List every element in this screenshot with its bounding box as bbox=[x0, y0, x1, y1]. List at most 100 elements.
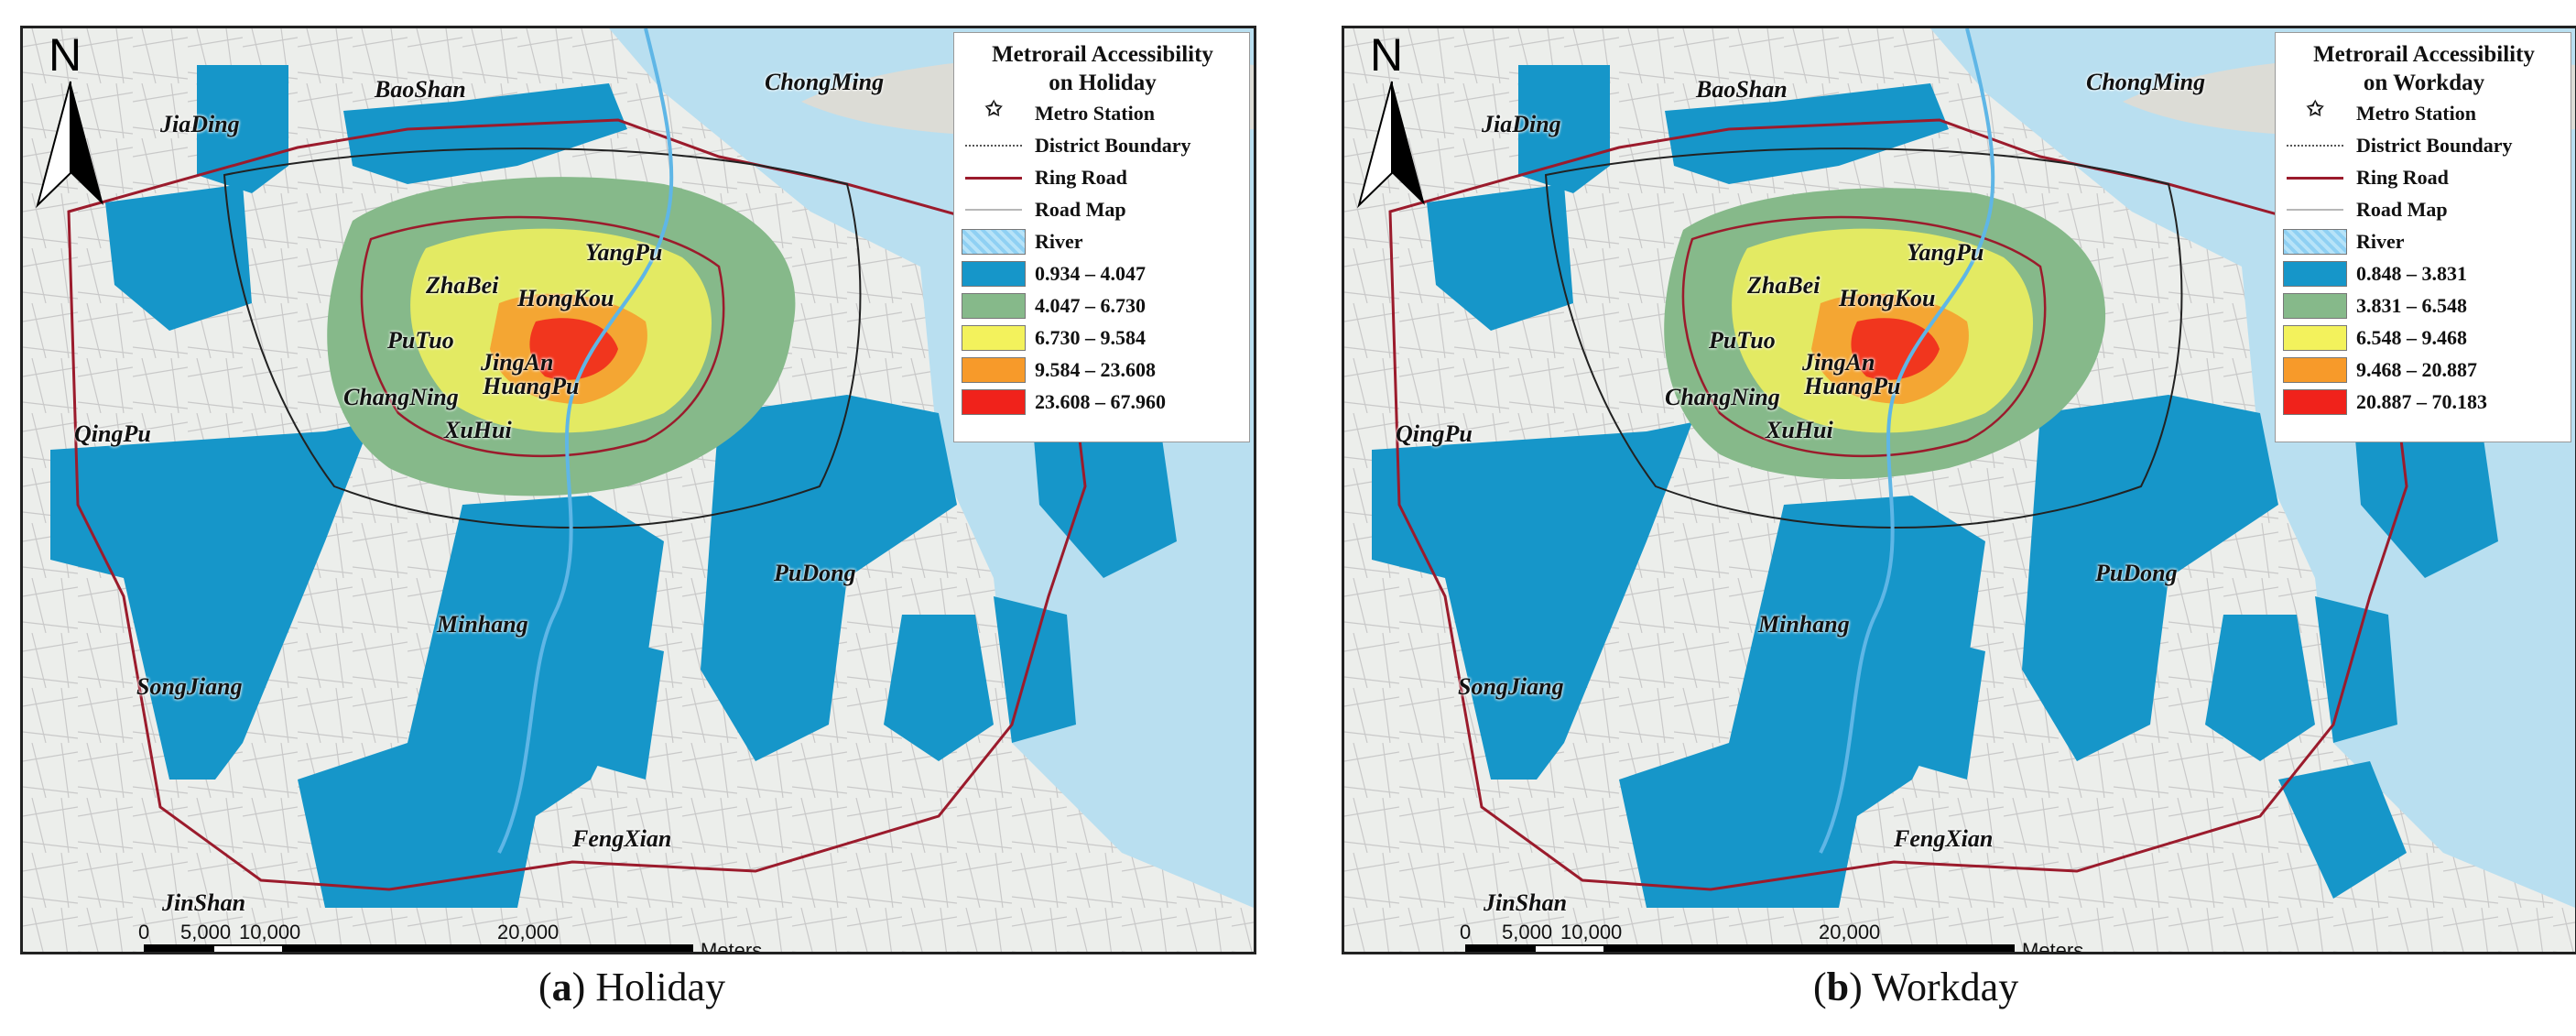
legend-label: River bbox=[1035, 229, 1083, 253]
label-jiading: JiaDing bbox=[160, 111, 240, 137]
caption-text: Workday bbox=[1872, 965, 2019, 1009]
scale-tick: 5,000 bbox=[1502, 921, 1553, 943]
legend-class-2: 3.831 – 6.548 bbox=[2283, 289, 2565, 322]
color-swatch bbox=[2283, 356, 2347, 383]
legend-class-label: 6.730 – 9.584 bbox=[1035, 325, 1146, 349]
label-putuo: PuTuo bbox=[387, 327, 454, 354]
legend-item-ring-road: Ring Road bbox=[2283, 161, 2565, 193]
label-qingpu: QingPu bbox=[74, 420, 151, 447]
legend-title-line2: on Workday bbox=[2363, 71, 2485, 95]
color-swatch bbox=[2283, 260, 2347, 287]
label-yangpu: YangPu bbox=[585, 239, 663, 266]
legend-class-label: 0.934 – 4.047 bbox=[1035, 261, 1146, 285]
legend-class-label: 9.468 – 20.887 bbox=[2356, 357, 2477, 381]
label-songjiang: SongJiang bbox=[1458, 673, 1564, 700]
legend-label: Metro Station bbox=[1035, 101, 1155, 125]
scale-tick: 20,000 bbox=[497, 921, 560, 943]
label-fengxian: FengXian bbox=[572, 825, 672, 852]
legend-title: Metrorail Accessibility on Holiday bbox=[962, 40, 1244, 97]
legend-class-label: 3.831 – 6.548 bbox=[2356, 293, 2467, 317]
accessibility-blue-zones bbox=[50, 65, 1177, 908]
scale-tick: 0 bbox=[138, 921, 150, 943]
legend-label: Ring Road bbox=[2356, 165, 2449, 189]
color-swatch bbox=[962, 292, 1026, 319]
caption-letter: b bbox=[1826, 965, 1850, 1009]
scale-unit: Meters bbox=[2022, 939, 2084, 954]
legend-label: District Boundary bbox=[1035, 133, 1191, 157]
scale-bar-graphic bbox=[1465, 944, 2015, 952]
caption-b: (b) Workday bbox=[1813, 965, 2019, 1009]
gray-line-icon bbox=[962, 197, 1026, 223]
legend-item-road-map: Road Map bbox=[2283, 193, 2565, 225]
north-arrow: N bbox=[32, 28, 114, 214]
label-fengxian: FengXian bbox=[1894, 825, 1994, 852]
color-swatch bbox=[962, 324, 1026, 351]
legend-title: Metrorail Accessibility on Workday bbox=[2283, 40, 2565, 97]
legend-item-district-boundary: District Boundary bbox=[962, 129, 1244, 161]
legend-label: District Boundary bbox=[2356, 133, 2513, 157]
middle-ring-road bbox=[1544, 147, 2183, 529]
huangpu-river bbox=[1819, 28, 1995, 854]
label-huangpu: HuangPu bbox=[1804, 373, 1901, 399]
north-arrow-icon bbox=[1357, 81, 1425, 209]
legend-item-district-boundary: District Boundary bbox=[2283, 129, 2565, 161]
color-swatch bbox=[2283, 324, 2347, 351]
star-icon bbox=[2283, 97, 2347, 126]
north-label: N bbox=[1370, 29, 1404, 81]
scale-tick: 10,000 bbox=[1560, 921, 1623, 943]
label-chongming: ChongMing bbox=[765, 69, 885, 95]
color-swatch bbox=[962, 388, 1026, 415]
inner-ring-road bbox=[360, 215, 725, 458]
label-jinshan: JinShan bbox=[1484, 889, 1568, 916]
legend-class-label: 4.047 – 6.730 bbox=[1035, 293, 1146, 317]
legend-class-label: 6.548 – 9.468 bbox=[2356, 325, 2467, 349]
color-swatch bbox=[2283, 388, 2347, 415]
river-pattern-icon bbox=[962, 228, 1026, 255]
label-songjiang: SongJiang bbox=[136, 673, 243, 700]
legend-label: Road Map bbox=[1035, 197, 1126, 221]
label-jiading: JiaDing bbox=[1482, 111, 1561, 137]
legend-class-2: 4.047 – 6.730 bbox=[962, 289, 1244, 322]
label-changning: ChangNing bbox=[1665, 384, 1780, 410]
north-arrow: N bbox=[1353, 28, 1436, 214]
outer-ring-road bbox=[1388, 118, 2408, 891]
label-minhang: Minhang bbox=[437, 611, 528, 638]
legend-class-3: 6.548 – 9.468 bbox=[2283, 322, 2565, 354]
label-hongkou: HongKou bbox=[1839, 285, 1936, 311]
outer-ring-road bbox=[67, 118, 1087, 891]
label-xuhui: XuHui bbox=[444, 417, 512, 443]
accessibility-red-zone bbox=[529, 318, 618, 380]
legend-class-4: 9.584 – 23.608 bbox=[962, 354, 1244, 386]
legend-class-1: 0.934 – 4.047 bbox=[962, 257, 1244, 289]
scale-tick: 10,000 bbox=[239, 921, 301, 943]
legend-class-3: 6.730 – 9.584 bbox=[962, 322, 1244, 354]
legend-item-metro-station: Metro Station bbox=[962, 97, 1244, 129]
north-arrow-icon bbox=[36, 81, 103, 209]
legend-label: Metro Station bbox=[2356, 101, 2476, 125]
scale-bar: 0 5,000 10,000 20,000 Meters bbox=[138, 921, 950, 952]
gray-line-icon bbox=[2283, 197, 2347, 223]
legend: Metrorail Accessibility on Workday Metro… bbox=[2275, 32, 2571, 442]
label-baoshan: BaoShan bbox=[1696, 76, 1788, 103]
caption-text: Holiday bbox=[595, 965, 726, 1009]
legend-item-river: River bbox=[2283, 225, 2565, 257]
label-xuhui: XuHui bbox=[1766, 417, 1833, 443]
legend-item-road-map: Road Map bbox=[962, 193, 1244, 225]
legend-label: Road Map bbox=[2356, 197, 2448, 221]
legend-class-1: 0.848 – 3.831 bbox=[2283, 257, 2565, 289]
label-chongming: ChongMing bbox=[2086, 69, 2206, 95]
label-yangpu: YangPu bbox=[1907, 239, 1984, 266]
dotted-line-icon bbox=[2283, 133, 2347, 158]
legend-item-river: River bbox=[962, 225, 1244, 257]
map-panel-holiday: N ChongMing BaoShan JiaDing YangPu ZhaBe… bbox=[20, 26, 1256, 954]
label-jingan: JingAn bbox=[1802, 349, 1875, 376]
label-qingpu: QingPu bbox=[1396, 420, 1473, 447]
scale-bar-graphic bbox=[144, 944, 693, 952]
huangpu-river bbox=[497, 28, 674, 854]
middle-ring-road bbox=[223, 147, 862, 529]
legend-class-label: 23.608 – 67.960 bbox=[1035, 389, 1166, 413]
color-swatch bbox=[962, 356, 1026, 383]
legend-title-line1: Metrorail Accessibility bbox=[992, 42, 1213, 67]
label-jinshan: JinShan bbox=[162, 889, 246, 916]
star-icon bbox=[962, 97, 1026, 126]
